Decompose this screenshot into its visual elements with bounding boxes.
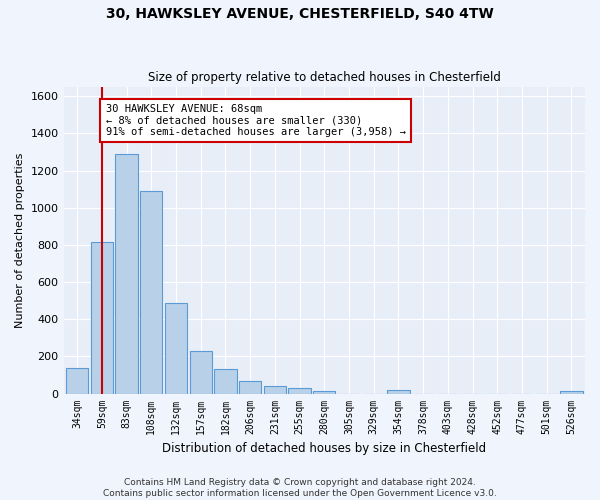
Bar: [214, 370, 236, 394]
Bar: [140, 191, 163, 394]
Bar: [289, 388, 311, 394]
Title: Size of property relative to detached houses in Chesterfield: Size of property relative to detached ho…: [148, 72, 501, 85]
Bar: [264, 386, 286, 394]
Text: Contains HM Land Registry data © Crown copyright and database right 2024.
Contai: Contains HM Land Registry data © Crown c…: [103, 478, 497, 498]
Text: 30 HAWKSLEY AVENUE: 68sqm
← 8% of detached houses are smaller (330)
91% of semi-: 30 HAWKSLEY AVENUE: 68sqm ← 8% of detach…: [106, 104, 406, 137]
Bar: [66, 368, 88, 394]
Bar: [239, 382, 261, 394]
Text: 30, HAWKSLEY AVENUE, CHESTERFIELD, S40 4TW: 30, HAWKSLEY AVENUE, CHESTERFIELD, S40 4…: [106, 8, 494, 22]
Bar: [165, 302, 187, 394]
Bar: [91, 242, 113, 394]
Bar: [313, 391, 335, 394]
Bar: [560, 391, 583, 394]
X-axis label: Distribution of detached houses by size in Chesterfield: Distribution of detached houses by size …: [162, 442, 487, 455]
Bar: [387, 390, 410, 394]
Bar: [190, 351, 212, 394]
Bar: [115, 154, 137, 394]
Y-axis label: Number of detached properties: Number of detached properties: [15, 152, 25, 328]
